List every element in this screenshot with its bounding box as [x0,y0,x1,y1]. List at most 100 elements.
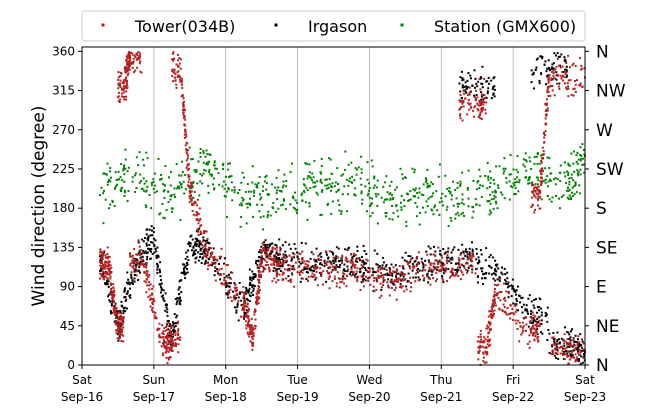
data-point [491,303,494,306]
data-point [377,269,380,272]
data-point [438,269,441,272]
data-point [244,312,247,315]
data-point [488,310,491,313]
data-point [485,361,488,364]
data-point [319,267,322,270]
data-point [229,288,232,291]
data-point [284,254,287,257]
data-point [529,316,532,319]
data-point [558,346,561,349]
data-point [177,293,180,296]
data-point [234,296,237,299]
data-point [393,289,396,292]
data-point [517,285,520,288]
data-point [188,175,191,178]
data-point [460,278,463,281]
data-point [197,219,200,222]
data-point [334,267,337,270]
data-point [372,186,375,189]
data-point [552,336,555,339]
data-point [457,274,460,277]
data-point [320,273,323,276]
data-point [416,269,419,272]
data-point [565,65,568,68]
data-point [558,197,561,200]
data-point [365,210,368,213]
data-point [244,300,247,303]
data-point [558,342,561,345]
data-point [312,253,315,256]
data-point [351,257,354,260]
data-point [233,186,236,189]
data-point [346,265,349,268]
data-point [268,193,271,196]
data-point [399,201,402,204]
data-point [569,336,572,339]
data-point [382,185,385,188]
data-point [175,344,178,347]
data-point [223,195,226,198]
data-point [451,267,454,270]
data-point [213,188,216,191]
data-point [125,84,128,87]
data-point [188,167,191,170]
data-point [332,252,335,255]
data-point [537,185,540,188]
data-point [395,273,398,276]
data-point [153,317,156,320]
data-point [158,271,161,274]
data-point [374,192,377,195]
data-point [496,278,499,281]
data-point [337,256,340,259]
data-point [391,218,394,221]
data-point [543,134,546,137]
data-point [233,282,236,285]
data-point [578,57,581,60]
data-point [234,289,237,292]
data-point [386,274,389,277]
data-point [326,271,329,274]
data-point [389,197,392,200]
data-point [434,204,437,207]
data-point [307,275,310,278]
data-point [355,257,358,260]
data-point [169,170,172,173]
data-point [439,253,442,256]
data-point [571,355,574,358]
data-point [389,192,392,195]
data-point [156,266,159,269]
data-point [442,248,445,251]
data-point [316,180,319,183]
data-point [171,210,174,213]
data-point [315,270,318,273]
data-point [283,173,286,176]
data-point [489,310,492,313]
data-point [235,289,238,292]
data-point [274,259,277,262]
data-point [212,177,215,180]
data-point [202,161,205,164]
data-point [242,296,245,299]
data-point [476,267,479,270]
data-point [450,262,453,265]
data-point [494,279,497,282]
data-point [208,248,211,251]
data-point [180,182,183,185]
data-point [481,83,484,86]
data-point [162,340,165,343]
data-point [191,202,194,205]
data-point [466,113,469,116]
data-point [571,350,574,353]
data-point [341,193,344,196]
data-point [195,243,198,246]
data-point [124,167,127,170]
data-point [148,243,151,246]
data-point [531,334,534,337]
data-point [108,293,111,296]
data-point [400,271,403,274]
data-point [279,270,282,273]
data-point [350,268,353,271]
data-point [152,181,155,184]
data-point [195,230,198,233]
data-point [481,108,484,111]
